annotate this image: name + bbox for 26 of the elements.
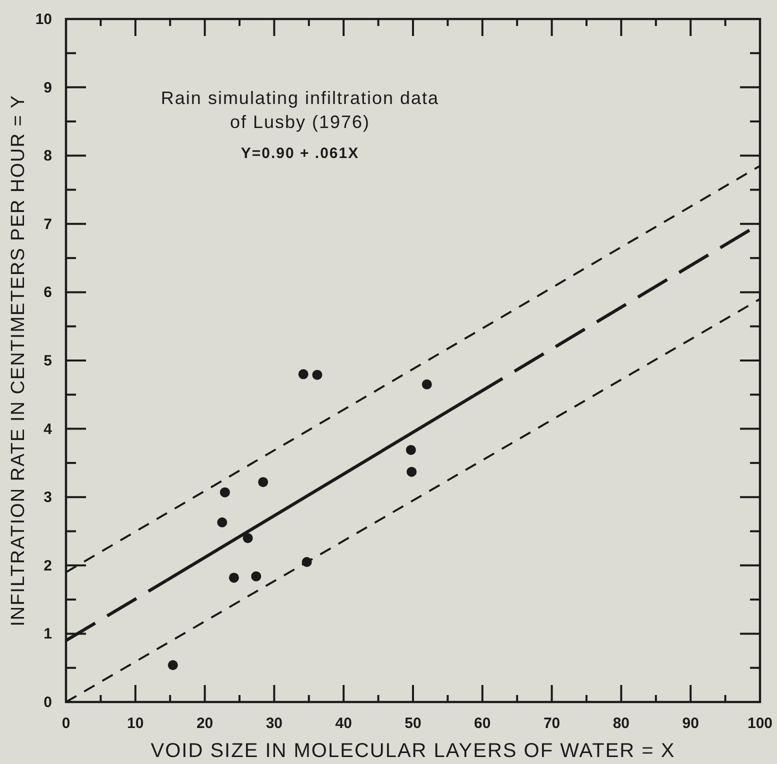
x-tick-label: 70 <box>543 715 560 732</box>
y-tick-label: 5 <box>44 352 52 370</box>
x-tick-label: 80 <box>612 715 630 732</box>
y-tick-label: 7 <box>44 216 52 233</box>
y-tick-label: 4 <box>44 420 53 438</box>
x-tick-label: 0 <box>62 715 70 732</box>
x-tick-label: 30 <box>266 715 283 732</box>
x-axis-title: VOID SIZE IN MOLECULAR LAYERS OF WATER = X <box>150 740 676 762</box>
y-tick-label: 1 <box>44 626 52 643</box>
x-tick-label: 40 <box>335 715 352 732</box>
x-tick-label: 60 <box>474 715 491 732</box>
y-tick-label: 3 <box>44 489 52 506</box>
y-tick-label: 6 <box>44 284 52 302</box>
y-tick-label: 9 <box>44 79 52 96</box>
annotation: Y=0.90 + .061X <box>240 145 360 162</box>
y-tick-label: 2 <box>44 557 52 574</box>
y-tick-label: 0 <box>44 694 52 711</box>
x-tick-label: 20 <box>196 715 214 732</box>
x-tick-label: 100 <box>747 715 773 732</box>
y-tick-label: 8 <box>44 148 52 165</box>
x-tick-label: 50 <box>404 715 422 732</box>
x-tick-label: 90 <box>682 715 699 732</box>
x-tick-label: 10 <box>127 715 144 732</box>
y-axis-title: INFILTRATION RATE IN CENTIMETERS PER HOUR = Y <box>8 94 29 626</box>
annotation: Rain simulating infiltration data of Lusby (1976) <box>160 88 440 132</box>
y-tick-label: 10 <box>35 11 52 28</box>
